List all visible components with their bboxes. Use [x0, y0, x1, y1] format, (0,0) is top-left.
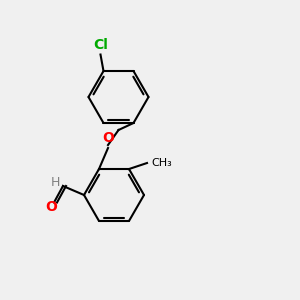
Text: O: O: [102, 131, 114, 145]
Text: CH₃: CH₃: [152, 158, 172, 168]
Text: H: H: [51, 176, 60, 190]
Text: Cl: Cl: [93, 38, 108, 52]
Text: O: O: [45, 200, 57, 214]
